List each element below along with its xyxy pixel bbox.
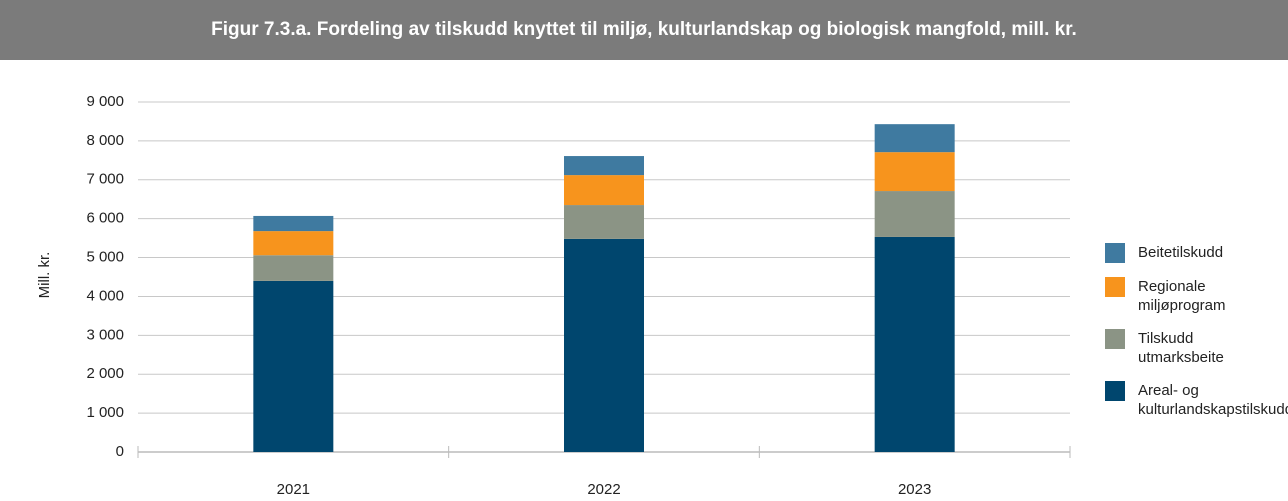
bar-segment xyxy=(874,191,955,237)
bar-segment xyxy=(874,124,955,153)
legend-swatch xyxy=(1105,243,1125,263)
y-tick-label: 6 000 xyxy=(86,210,124,227)
x-tick-label: 2023 xyxy=(898,481,931,498)
x-tick-label: 2021 xyxy=(277,481,310,498)
bar-segment xyxy=(253,231,334,256)
legend-item: Regionale miljøprogram xyxy=(1105,277,1285,315)
legend-item: Areal- og kulturlandskapstilskudd xyxy=(1105,381,1288,419)
y-tick-label: 3 000 xyxy=(86,326,124,343)
y-tick-label: 8 000 xyxy=(86,132,124,149)
legend-swatch xyxy=(1105,277,1125,297)
y-tick-label: 9 000 xyxy=(86,93,124,110)
legend-item: Beitetilskudd xyxy=(1105,243,1285,263)
legend-swatch xyxy=(1105,381,1125,401)
y-tick-label: 0 xyxy=(116,443,124,460)
legend-swatch xyxy=(1105,329,1125,349)
x-tick-label: 2022 xyxy=(587,481,620,498)
legend-label: Beitetilskudd xyxy=(1138,244,1224,261)
y-tick-label: 4 000 xyxy=(86,287,124,304)
bar-segment xyxy=(253,215,334,232)
y-tick-label: 2 000 xyxy=(86,365,124,382)
legend-label: Areal- og kulturlandskapstilskudd xyxy=(1138,382,1288,418)
y-tick-label: 1 000 xyxy=(86,404,124,421)
y-tick-label: 7 000 xyxy=(86,171,124,188)
legend: Beitetilskudd Regionale miljøprogram Tilsk… xyxy=(1105,243,1288,433)
chart-title: Figur 7.3.a. Fordeling av tilskudd knytt… xyxy=(0,0,1288,60)
bar-segment xyxy=(564,156,644,176)
legend-label: Tilskudd utmarksbeite xyxy=(1138,330,1224,366)
bar-segment xyxy=(874,152,955,192)
legend-item: Tilskudd utmarksbeite xyxy=(1105,329,1285,367)
bar-segment xyxy=(874,236,955,452)
bar-segment xyxy=(564,238,644,452)
legend-label: Regionale miljøprogram xyxy=(1138,278,1226,314)
y-axis-label: Mill. kr. xyxy=(36,252,53,299)
bar-segment xyxy=(253,280,334,452)
bar-segment xyxy=(253,255,334,281)
bar-segment xyxy=(564,205,644,239)
y-tick-label: 5 000 xyxy=(86,249,124,266)
bar-segment xyxy=(564,175,644,206)
